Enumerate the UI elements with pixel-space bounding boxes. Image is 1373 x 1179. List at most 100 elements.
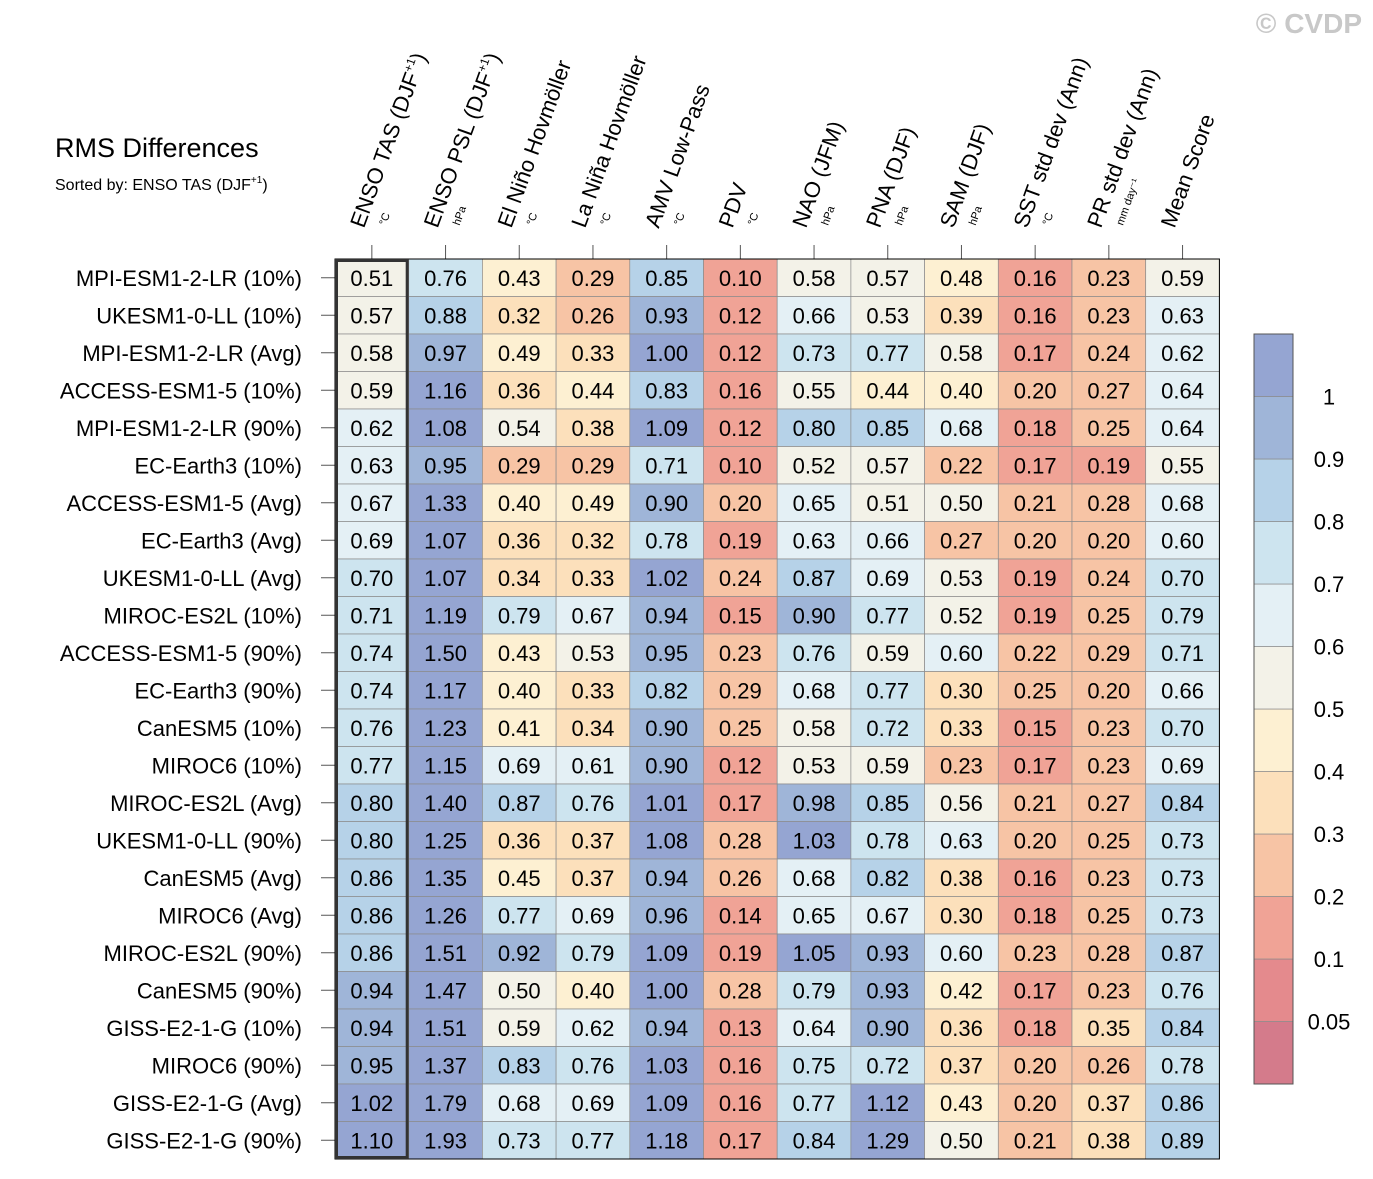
heatmap-cell (703, 821, 778, 860)
heatmap-cell (408, 971, 483, 1010)
cell-value: 0.23 (1087, 866, 1130, 891)
heatmap-cell (1145, 858, 1220, 897)
cell-value: 0.63 (793, 528, 836, 553)
cell-value: 0.62 (572, 1016, 615, 1041)
cell-value: 0.64 (1161, 378, 1204, 403)
cell-value: 1.79 (424, 1091, 467, 1116)
heatmap-cell (408, 746, 483, 785)
cell-value: 0.69 (572, 1091, 615, 1116)
heatmap-cell (850, 1083, 925, 1122)
cell-value: 0.73 (1161, 903, 1204, 928)
heatmap-cell (555, 371, 631, 410)
cell-value: 0.59 (866, 641, 909, 666)
heatmap-cell (408, 296, 483, 335)
heatmap-cell (555, 1008, 631, 1047)
heatmap-cell (1071, 296, 1147, 335)
heatmap-cell (555, 258, 631, 297)
cell-value: 0.68 (498, 1091, 541, 1116)
heatmap-cell (555, 1121, 631, 1160)
cell-value: 0.26 (1087, 1053, 1130, 1078)
heatmap-cell (482, 1121, 557, 1160)
cell-value: 0.23 (940, 753, 983, 778)
cell-value: 0.29 (498, 453, 541, 478)
cell-value: 0.62 (1161, 341, 1204, 366)
cell-value: 0.80 (793, 416, 836, 441)
heatmap-cell (629, 971, 704, 1010)
cell-value: 0.71 (645, 453, 688, 478)
cell-value: 0.51 (866, 491, 909, 516)
cell-value: 0.88 (424, 303, 467, 328)
cell-value: 0.79 (1161, 603, 1204, 628)
cell-value: 0.15 (719, 603, 762, 628)
cell-value: 0.65 (793, 903, 836, 928)
cell-value: 0.83 (645, 378, 688, 403)
cell-value: 0.84 (1161, 1016, 1204, 1041)
cell-value: 0.73 (498, 1128, 541, 1153)
cell-value: 0.63 (940, 828, 983, 853)
cell-value: 0.24 (1087, 341, 1130, 366)
colorbar-border (1253, 333, 1294, 1085)
column-units: hPa (893, 204, 911, 227)
cell-value: 1.03 (793, 828, 836, 853)
cell-value: 0.64 (1161, 416, 1204, 441)
heatmap-cell (703, 1083, 778, 1122)
heatmap-cell (629, 708, 704, 747)
cell-value: 0.72 (866, 716, 909, 741)
cell-value: 1.15 (424, 753, 467, 778)
cell-value: 0.57 (866, 453, 909, 478)
cell-value: 0.86 (1161, 1091, 1204, 1116)
cell-value: 0.90 (645, 491, 688, 516)
heatmap-cell (555, 333, 631, 372)
cell-value: 0.15 (1014, 716, 1057, 741)
heatmap-cell (997, 333, 1073, 372)
cell-value: 0.62 (350, 416, 393, 441)
heatmap-cell (1071, 1083, 1147, 1122)
cell-value: 0.30 (940, 678, 983, 703)
heatmap-cell (334, 933, 410, 972)
heatmap-cell (850, 858, 925, 897)
cell-value: 0.23 (1087, 716, 1130, 741)
cell-value: 0.84 (793, 1128, 836, 1153)
cell-value: 0.19 (1087, 453, 1130, 478)
heatmap-cell (850, 708, 925, 747)
cell-value: 0.36 (498, 828, 541, 853)
heatmap-cell (997, 671, 1073, 710)
heatmap-cell (555, 1046, 631, 1085)
cell-value: 0.37 (572, 828, 615, 853)
cell-value: 0.92 (498, 941, 541, 966)
cell-value: 0.52 (793, 453, 836, 478)
heatmap-cell (482, 258, 557, 297)
cell-value: 0.23 (1087, 266, 1130, 291)
cell-value: 0.63 (1161, 303, 1204, 328)
cell-value: 1.12 (866, 1091, 909, 1116)
heatmap-cell (1071, 971, 1147, 1010)
cell-value: 0.50 (940, 491, 983, 516)
cell-value: 1.07 (424, 528, 467, 553)
cell-value: 0.69 (350, 528, 393, 553)
cell-value: 1.50 (424, 641, 467, 666)
cell-value: 0.76 (572, 1053, 615, 1078)
heatmap-cell (703, 746, 778, 785)
heatmap-cell (1145, 558, 1220, 597)
cell-value: 0.78 (645, 528, 688, 553)
cell-value: 0.23 (1087, 303, 1130, 328)
column-units: °C (746, 211, 762, 227)
cell-value: 0.53 (940, 566, 983, 591)
cell-value: 0.74 (350, 678, 393, 703)
cell-value: 0.86 (350, 866, 393, 891)
cell-value: 0.25 (1087, 416, 1130, 441)
row-label: MPI-ESM1-2-LR (Avg) (82, 341, 302, 366)
grid-border (334, 258, 1220, 1160)
chart-title: RMS Differences (55, 133, 259, 163)
cell-value: 0.24 (719, 566, 762, 591)
cell-value: 0.94 (350, 978, 393, 1003)
cell-value: 0.78 (1161, 1053, 1204, 1078)
cell-value: 0.96 (645, 903, 688, 928)
column-label: El Niño Hovmöller (492, 57, 576, 231)
colorbar-label: 0.2 (1314, 885, 1345, 910)
colorbar-label: 0.5 (1314, 697, 1345, 722)
heatmap-cell (1071, 896, 1147, 935)
heatmap-cell (629, 371, 704, 410)
cell-value: 0.58 (793, 716, 836, 741)
heatmap-cell (555, 521, 631, 560)
